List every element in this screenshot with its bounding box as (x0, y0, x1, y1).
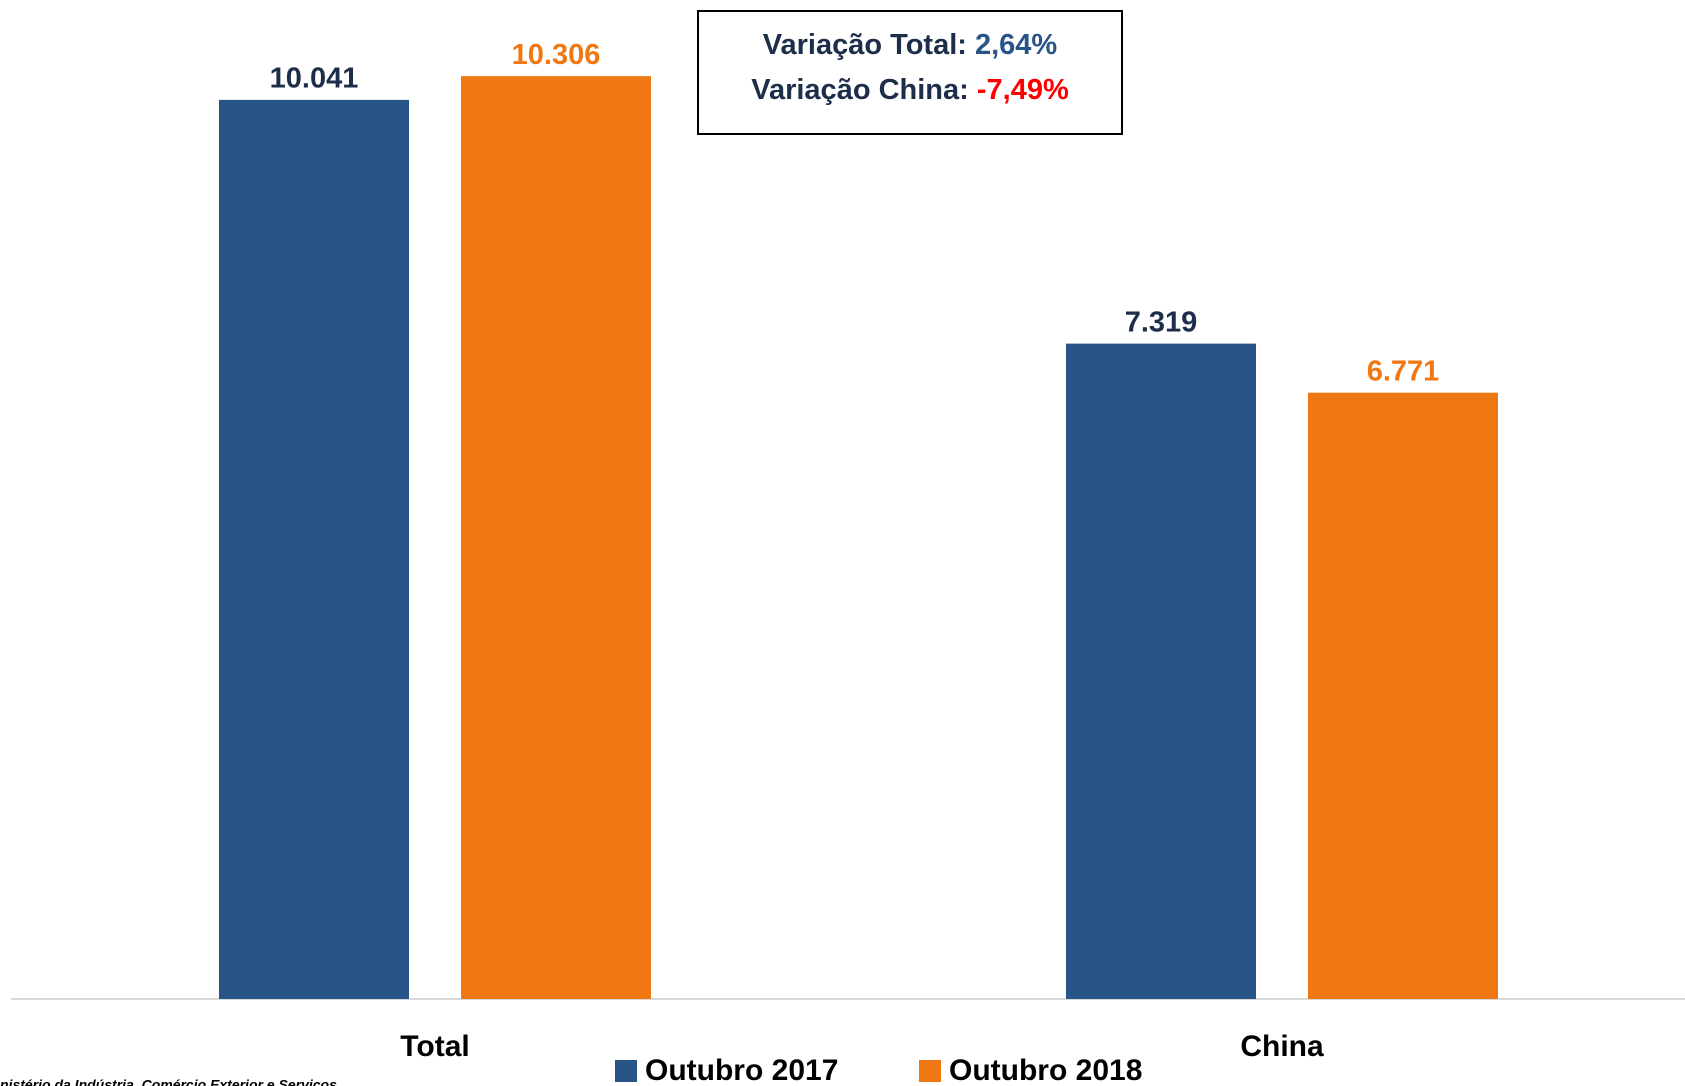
bar (1308, 392, 1498, 999)
bar (461, 76, 651, 1000)
annotation-box (697, 10, 1123, 135)
source: nistério da Indústria, Comércio Exterior… (0, 1077, 337, 1086)
value-label: 6.771 (1367, 355, 1440, 387)
legend-swatch (919, 1060, 941, 1082)
value-label: 10.041 (270, 63, 359, 95)
annotation-label: Variação Total: (763, 29, 967, 61)
annotation-value: 2,64% (975, 29, 1057, 61)
x-tick-label: China (1240, 1030, 1324, 1063)
bar (219, 99, 409, 1000)
value-label: 7.319 (1125, 306, 1198, 338)
legend-label: Outubro 2017 (645, 1054, 838, 1086)
value-label: 10.306 (512, 39, 601, 71)
legend-label: Outubro 2018 (949, 1054, 1142, 1086)
annotation-line: Variação China: -7,49% (751, 74, 1069, 106)
legend-swatch (615, 1060, 637, 1082)
x-tick-label: Total (400, 1030, 469, 1063)
annotation-line: Variação Total: 2,64% (763, 29, 1058, 61)
annotation-label: Variação China: (751, 74, 969, 106)
annotation-value: -7,49% (977, 74, 1069, 106)
bar (1066, 343, 1256, 999)
